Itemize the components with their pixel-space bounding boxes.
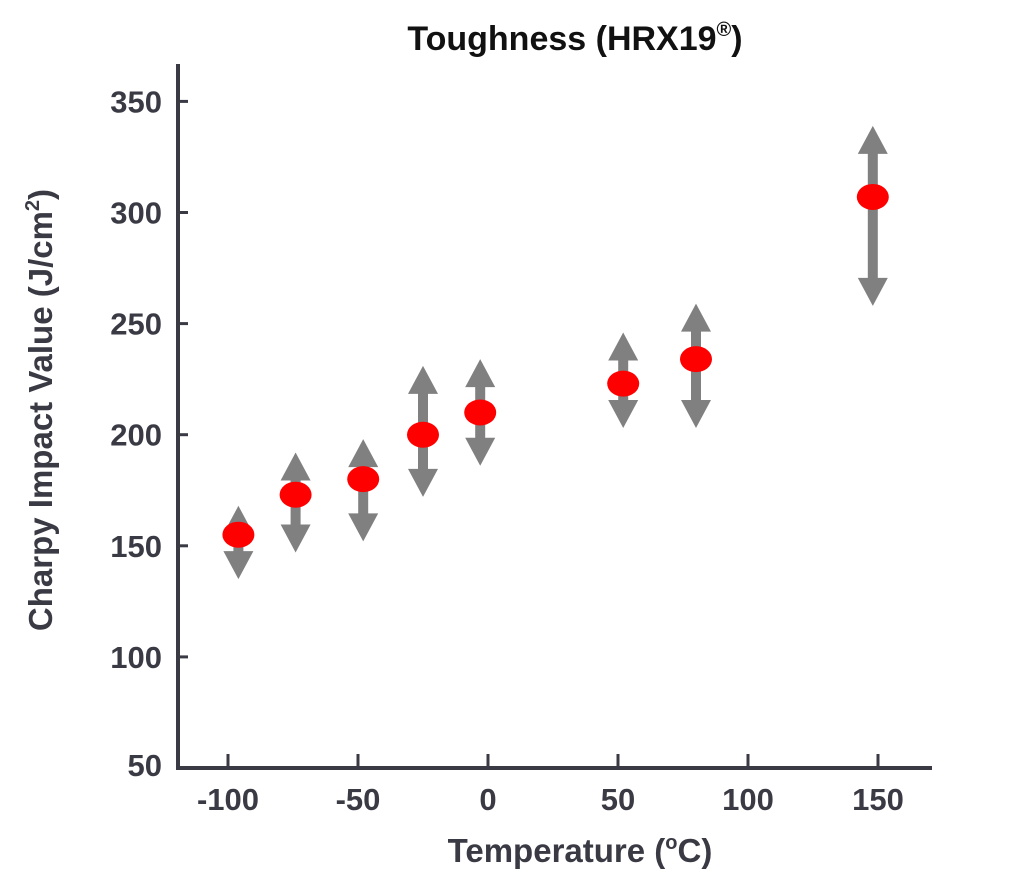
y-axis-label: Charpy Impact Value (J/cm2) (22, 189, 59, 631)
y-tick-label: 250 (110, 307, 162, 342)
x-axis-ticks: -100 -50 0 50 100 150 (197, 754, 904, 817)
y-tick-label: 350 (110, 84, 162, 119)
data-point (464, 399, 497, 426)
range-arrow-down-icon (857, 277, 888, 306)
axes (176, 64, 932, 770)
registered-mark: ® (717, 19, 732, 41)
range-arrow-up-icon (608, 332, 639, 361)
y-tick-label: 300 (110, 196, 162, 231)
range-arrow-up-icon (408, 365, 438, 394)
range-arrow-down-icon (223, 551, 254, 580)
range-arrow-down-icon (681, 400, 711, 429)
range-arrow-up-icon (465, 359, 496, 388)
data-point (407, 421, 439, 448)
range-arrow-down-icon (348, 513, 379, 542)
x-tick-label: 100 (722, 782, 774, 817)
x-tick-label: 150 (852, 782, 904, 817)
y-tick-label: 100 (110, 640, 162, 675)
range-arrow-down-icon (465, 437, 496, 466)
range-arrow-down-icon (608, 400, 639, 429)
range-arrows (223, 125, 888, 580)
x-tick-label: 0 (479, 782, 496, 817)
data-point (347, 466, 380, 493)
range-arrow-up-icon (857, 125, 888, 154)
range-arrow-down-icon (280, 524, 311, 553)
data-point (279, 481, 312, 508)
data-points (222, 183, 889, 548)
range-arrow-up-icon (348, 439, 379, 468)
range-arrow-up-icon (681, 303, 711, 332)
range-arrow-shaft (867, 151, 878, 280)
chart-title: Toughness (HRX19®) (407, 19, 742, 58)
x-tick-label: -100 (197, 782, 259, 817)
range-arrow-down-icon (408, 468, 438, 497)
x-tick-label: -50 (336, 782, 381, 817)
range-arrow-up-icon (280, 452, 311, 481)
x-tick-label: 50 (601, 782, 635, 817)
data-point (607, 370, 640, 397)
y-tick-label: 50 (128, 748, 162, 783)
y-tick-label: 200 (110, 418, 162, 453)
data-point (856, 183, 889, 210)
data-point (680, 346, 712, 373)
x-axis-label: Temperature (oC) (448, 832, 713, 869)
data-point (222, 521, 255, 548)
y-axis-ticks: 50 100 150 200 250 300 350 (110, 84, 188, 783)
y-tick-label: 150 (110, 529, 162, 564)
